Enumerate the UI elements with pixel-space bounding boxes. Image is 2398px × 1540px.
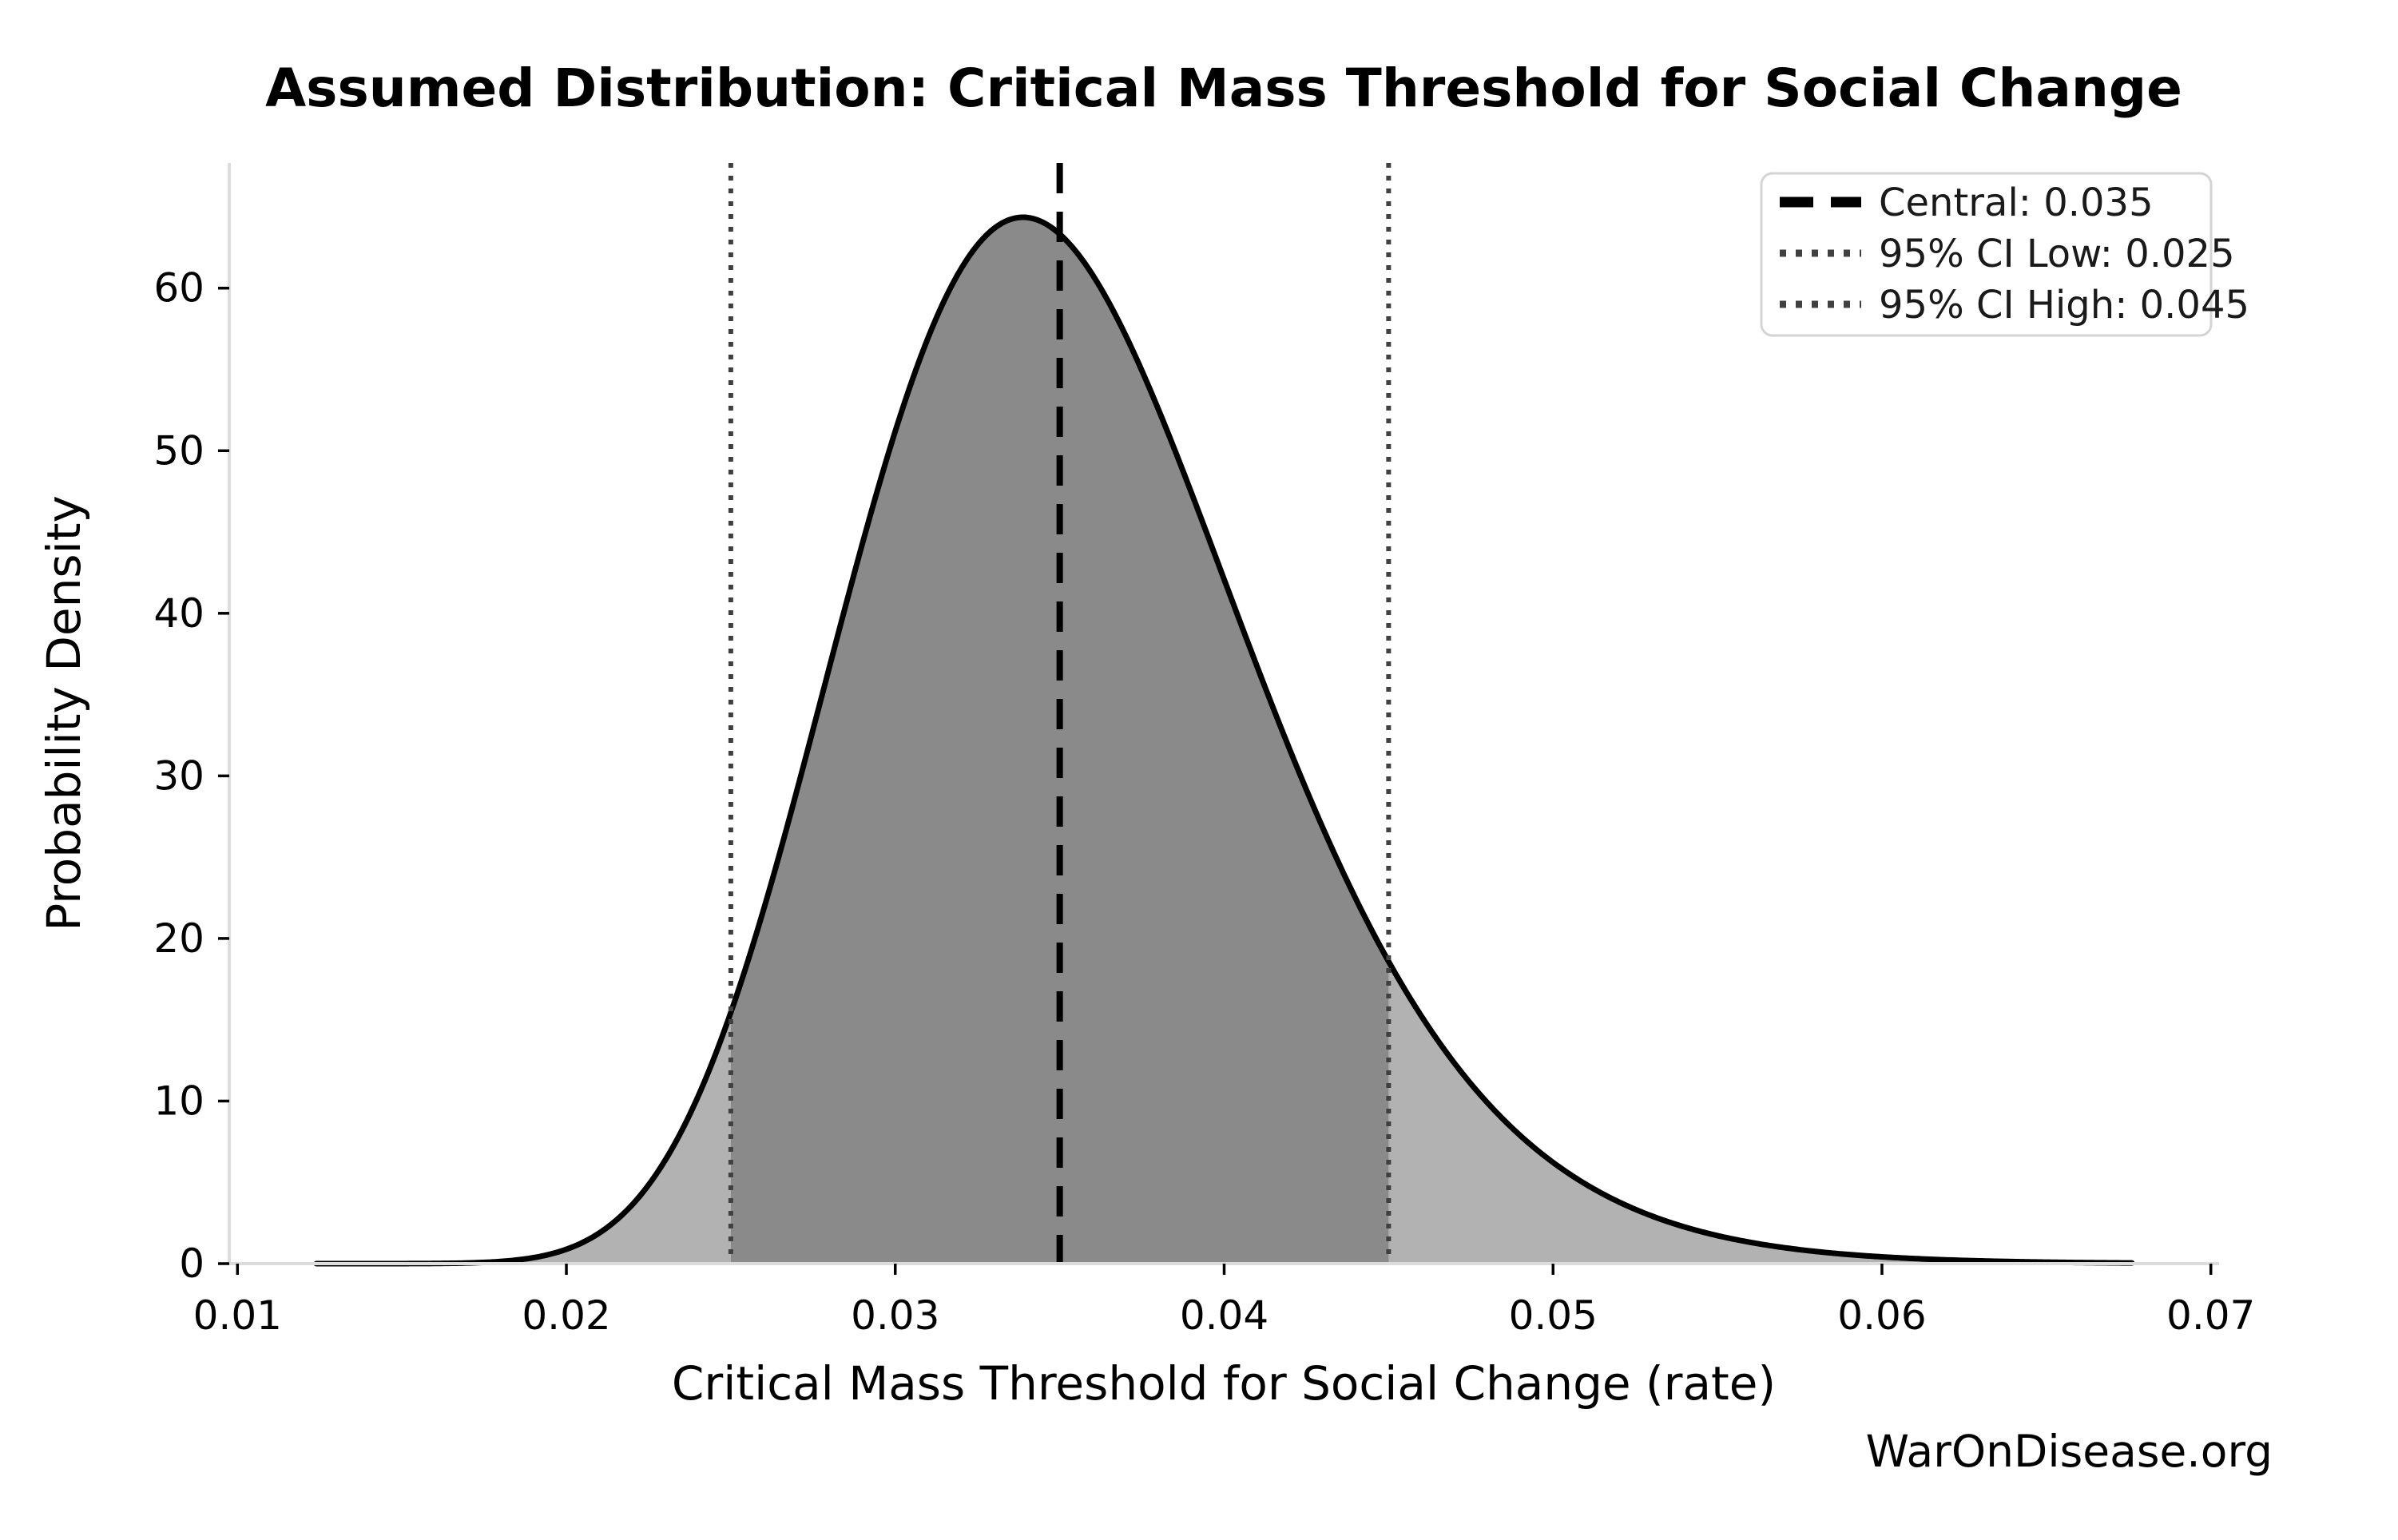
- x-tick-label: 0.06: [1837, 1292, 1926, 1339]
- y-axis-label: Probability Density: [37, 495, 91, 931]
- x-tick-label: 0.03: [851, 1292, 939, 1339]
- x-tick-label: 0.05: [1509, 1292, 1598, 1339]
- x-tick-label: 0.04: [1180, 1292, 1268, 1339]
- density-fills: [316, 217, 2132, 1264]
- legend-label-ci-low: 95% CI Low: 0.025: [1879, 232, 2235, 276]
- y-tick-label: 10: [153, 1078, 204, 1124]
- y-tick-label: 40: [153, 590, 204, 637]
- legend: Central: 0.035 95% CI Low: 0.025 95% CI …: [1760, 172, 2249, 337]
- density-curve-layer: [313, 214, 2135, 1267]
- y-tick-label: 50: [153, 427, 204, 474]
- tick-labels: 0.01 0.02 0.03 0.04 0.05 0.06 0.07 0 10 20 30 40 50 6…: [153, 265, 2255, 1339]
- watermark: WarOnDisease.org: [1866, 1426, 2273, 1477]
- legend-label-ci-high: 95% CI High: 0.045: [1879, 283, 2249, 327]
- chart-title: Assumed Distribution: Critical Mass Thre…: [265, 58, 2182, 119]
- legend-label-central: Central: 0.035: [1879, 181, 2154, 225]
- reference-lines: [728, 163, 1392, 1264]
- legend-box: [1760, 172, 2213, 337]
- x-axis-label: Critical Mass Threshold for Social Chang…: [672, 1356, 1776, 1411]
- y-tick-label: 20: [153, 915, 204, 962]
- y-tick-label: 0: [179, 1240, 204, 1287]
- y-tick-label: 30: [153, 752, 204, 799]
- x-tick-label: 0.02: [522, 1292, 610, 1339]
- x-tick-label: 0.07: [2166, 1292, 2255, 1339]
- density-curve: [313, 214, 2135, 1267]
- tick-marks: [218, 286, 2213, 1275]
- y-tick-label: 60: [153, 265, 204, 312]
- x-tick-label: 0.01: [193, 1292, 282, 1339]
- density-fill-ci: [730, 217, 1389, 1264]
